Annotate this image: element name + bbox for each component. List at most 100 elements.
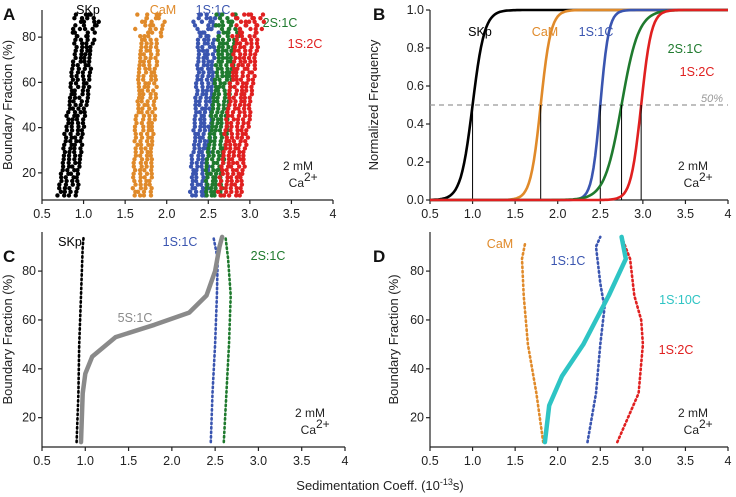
x-tick-label: 0.5 (33, 207, 50, 221)
data-point (246, 102, 252, 108)
data-point (145, 110, 150, 115)
data-point (76, 106, 81, 111)
data-point (211, 160, 217, 166)
data-point (147, 113, 152, 119)
data-point (149, 171, 154, 176)
data-point (229, 178, 234, 184)
data-point (239, 182, 245, 187)
data-point (141, 59, 146, 64)
y-tick-label: 20 (22, 166, 36, 180)
data-point (197, 146, 202, 151)
data-point (248, 37, 254, 43)
data-point (246, 19, 252, 24)
data-point (207, 106, 212, 111)
data-point (220, 44, 225, 50)
data-point (72, 95, 78, 100)
data-point (244, 142, 249, 148)
data-point (143, 146, 148, 151)
data-point (193, 81, 199, 86)
data-point (241, 106, 247, 111)
data-point (244, 81, 249, 86)
data-point (238, 95, 244, 100)
data-point (144, 131, 150, 137)
data-point (72, 52, 77, 57)
data-point (72, 15, 77, 21)
data-point (154, 59, 160, 64)
data-point (199, 81, 205, 86)
data-point (226, 30, 231, 35)
data-point (130, 175, 136, 180)
series-group: SKp 1S:1C 2S:1C 5S:1C (58, 234, 285, 445)
data-point (72, 30, 78, 35)
data-point (70, 164, 75, 169)
data-point (225, 175, 230, 180)
data-point (241, 149, 246, 155)
data-point (90, 26, 95, 32)
data-point (75, 62, 80, 68)
data-point (132, 193, 137, 198)
data-point (205, 175, 210, 180)
data-point (252, 66, 258, 72)
data-point (213, 128, 218, 133)
data-point (137, 91, 142, 97)
data-point (228, 19, 234, 24)
data-point (229, 189, 234, 195)
x-tick-label: 1.0 (464, 454, 481, 468)
series-label: 1S:2C (680, 65, 715, 79)
data-point (212, 138, 217, 144)
data-point (252, 59, 258, 64)
data-point (230, 110, 236, 115)
data-point (70, 66, 75, 72)
data-point (211, 99, 217, 104)
data-point (63, 135, 69, 140)
data-point (158, 34, 164, 39)
data-point (234, 175, 239, 180)
data-point (234, 160, 240, 166)
data-point (139, 19, 145, 24)
data-point (214, 160, 220, 166)
data-point (241, 153, 246, 158)
x-tick-label: 3.5 (677, 454, 694, 468)
data-point (260, 12, 266, 17)
data-point (149, 41, 154, 46)
data-point (240, 81, 246, 86)
data-point (238, 138, 243, 144)
x-tick-label: 3.0 (241, 207, 258, 221)
data-point (241, 55, 247, 61)
data-point (146, 135, 151, 140)
data-point (250, 77, 256, 82)
data-point (133, 182, 138, 187)
data-point (197, 138, 203, 144)
data-point (231, 149, 237, 155)
data-point (74, 73, 79, 79)
data-point (206, 124, 211, 129)
data-point (193, 135, 198, 140)
data-point (242, 91, 247, 97)
series-line (78, 234, 225, 445)
data-point (153, 73, 158, 79)
data-point (208, 171, 213, 176)
data-point (138, 59, 143, 64)
data-point (212, 55, 217, 61)
data-point (71, 149, 77, 155)
data-point (84, 41, 89, 46)
data-point (205, 66, 211, 72)
data-point (201, 146, 206, 151)
data-point (216, 84, 222, 90)
data-point (215, 99, 220, 104)
data-point (213, 113, 219, 119)
x-tick-label: 3.0 (634, 454, 651, 468)
series-2s-1c: 2S:1C (222, 235, 285, 444)
data-point (220, 48, 226, 53)
data-point (202, 37, 207, 43)
data-point (234, 77, 239, 82)
x-tick-label: 2.5 (592, 207, 609, 221)
data-point (228, 55, 233, 61)
x-tick-label: 1.0 (464, 207, 481, 221)
data-point (206, 37, 211, 43)
data-point (223, 146, 229, 151)
data-point (146, 30, 151, 35)
data-point (92, 19, 97, 24)
data-point (67, 95, 73, 100)
data-point (149, 175, 155, 180)
